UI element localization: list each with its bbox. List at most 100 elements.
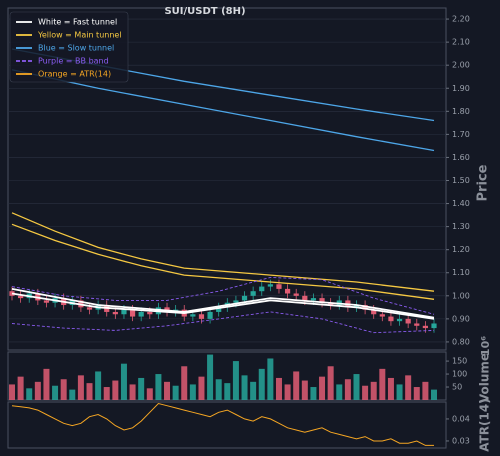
candle-body: [259, 286, 265, 292]
legend-box: [9, 11, 129, 83]
volume-bar: [34, 381, 41, 400]
volume-axis-label: Volume: [478, 353, 492, 403]
volume-bar: [422, 381, 429, 400]
y-axis-label: Price: [476, 164, 491, 201]
volume-bar: [43, 368, 50, 400]
candle-body: [43, 300, 50, 303]
volume-bar: [319, 376, 326, 400]
candle-body: [371, 309, 377, 315]
candle-body: [414, 323, 420, 326]
tunnel-line: [11, 288, 435, 319]
y-tick-label: 2.10: [452, 38, 470, 47]
y-tick-label: 0.90: [452, 314, 470, 323]
y-tick-label: 0.04: [452, 414, 470, 423]
candle-body: [310, 298, 317, 301]
candle-body: [302, 295, 308, 301]
volume-bar: [362, 385, 369, 400]
candle-body: [276, 284, 282, 289]
volume-bar: [26, 388, 33, 400]
y-tick-label: 0.03: [452, 436, 470, 445]
volume-bar: [138, 377, 145, 400]
volume-bar: [344, 379, 351, 400]
legend-label: Blue = Slow tunnel: [38, 44, 114, 53]
volume-bar: [431, 389, 437, 400]
y-tick-label: 1.70: [452, 130, 470, 139]
volume-bar: [181, 366, 188, 400]
legend-label: White = Fast tunnel: [38, 18, 117, 27]
y-tick-label: 2.20: [452, 15, 470, 24]
volume-bar: [95, 371, 102, 400]
volume-bar: [17, 376, 24, 400]
volume-bar: [86, 383, 93, 400]
legend-label: Yellow = Main tunnel: [37, 31, 122, 40]
volume-bar: [284, 384, 291, 400]
candle-body: [9, 291, 15, 296]
volume-bar: [164, 381, 171, 400]
volume-bar: [293, 371, 300, 400]
y-tick-label: 1.50: [452, 176, 470, 185]
y-tick-label: 1.40: [452, 199, 470, 208]
volume-bar: [60, 379, 67, 400]
candle-body: [293, 293, 299, 296]
volume-bar: [267, 358, 274, 400]
candle-body: [207, 311, 213, 319]
tunnel-line: [11, 276, 435, 315]
tunnel-line: [11, 69, 435, 152]
volume-bar: [336, 384, 343, 400]
volume-bar: [387, 377, 394, 400]
volume-bar: [258, 368, 265, 400]
candle-body: [250, 291, 256, 296]
volume-bar: [310, 387, 317, 400]
volume-bar: [155, 374, 162, 400]
price-frame: [7, 7, 447, 351]
candle-body: [362, 305, 368, 310]
y-tick-label: 1.90: [452, 84, 470, 93]
volume-bar: [52, 385, 59, 400]
candle-body: [216, 307, 222, 312]
candle-body: [241, 295, 248, 301]
candle-body: [353, 305, 360, 308]
candle-body: [405, 318, 411, 324]
candle-body: [86, 307, 93, 310]
volume-bar: [207, 354, 214, 400]
volume-bar: [379, 368, 386, 400]
candle-body: [121, 309, 127, 315]
chart-title: SUI/USDT (8H): [164, 6, 245, 17]
y-tick-label: 1.20: [452, 245, 470, 254]
y-tick-label: 150: [452, 357, 467, 366]
volume-bar: [69, 389, 76, 400]
tunnel-line: [11, 212, 435, 292]
volume-bar: [370, 381, 377, 400]
volume-bar: [396, 384, 403, 400]
candle-body: [388, 316, 394, 322]
y-tick-label: 1.00: [452, 291, 470, 300]
y-tick-label: 50: [452, 383, 462, 392]
atr-line: [11, 402, 434, 446]
volume-bar: [275, 377, 282, 400]
volume-bar: [241, 375, 248, 400]
legend-label: Orange = ATR(14): [38, 70, 111, 79]
volume-bar: [198, 376, 205, 400]
candle-body: [422, 325, 428, 329]
volume-bar: [250, 381, 257, 400]
volume-bar: [189, 384, 196, 400]
volume-bar: [103, 387, 110, 400]
candle-body: [147, 311, 153, 315]
volume-bar: [353, 374, 360, 400]
candle-body: [18, 295, 24, 299]
candle-body: [284, 288, 291, 294]
tunnel-line: [11, 292, 435, 320]
y-tick-label: 1.80: [452, 107, 470, 116]
candle-body: [396, 318, 403, 322]
y-tick-label: 100: [452, 370, 467, 379]
volume-bar: [224, 383, 231, 400]
volume-bar: [301, 380, 308, 400]
y-tick-label: 2.00: [452, 61, 470, 70]
volume-offset-label: 10⁶: [479, 336, 492, 356]
volume-bar: [112, 380, 119, 400]
candle-body: [267, 284, 273, 287]
y-tick-label: 0.80: [452, 337, 470, 346]
candle-body: [112, 311, 118, 315]
volume-bar: [77, 375, 84, 400]
volume-bar: [120, 363, 127, 400]
